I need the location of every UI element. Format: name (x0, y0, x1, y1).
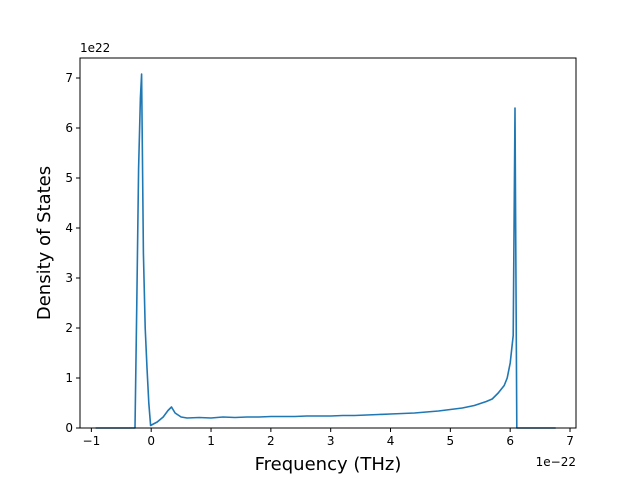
axes: −1 0 1 2 3 4 5 6 7 0 1 2 3 4 5 6 7 (65, 71, 573, 448)
y-tick-label: 2 (65, 321, 73, 335)
axes-frame (79, 57, 577, 429)
x-tick-label: 6 (506, 434, 514, 448)
x-tick-label: 3 (327, 434, 335, 448)
plot-area (95, 73, 556, 429)
x-tick-label: −1 (83, 434, 101, 448)
x-axis-label: Frequency (THz) (255, 454, 402, 475)
dos-series-line (95, 73, 556, 429)
x-tick-label: 2 (267, 434, 275, 448)
y-tick-label: 5 (65, 171, 73, 185)
y-tick-label: 0 (65, 421, 73, 435)
y-tick-label: 3 (65, 271, 73, 285)
x-tick-label: 1 (207, 434, 215, 448)
x-tick-label: 5 (447, 434, 455, 448)
y-offset-label: 1e22 (80, 41, 110, 55)
y-tick-label: 7 (65, 71, 73, 85)
y-tick-label: 6 (65, 121, 73, 135)
x-offset-label: 1e−22 (536, 455, 576, 469)
x-tick-label: 4 (387, 434, 395, 448)
x-tick-label: 7 (566, 434, 574, 448)
y-axis-label: Density of States (34, 166, 55, 320)
x-tick-label: 0 (147, 434, 155, 448)
y-tick-label: 4 (65, 221, 73, 235)
y-tick-label: 1 (65, 371, 73, 385)
